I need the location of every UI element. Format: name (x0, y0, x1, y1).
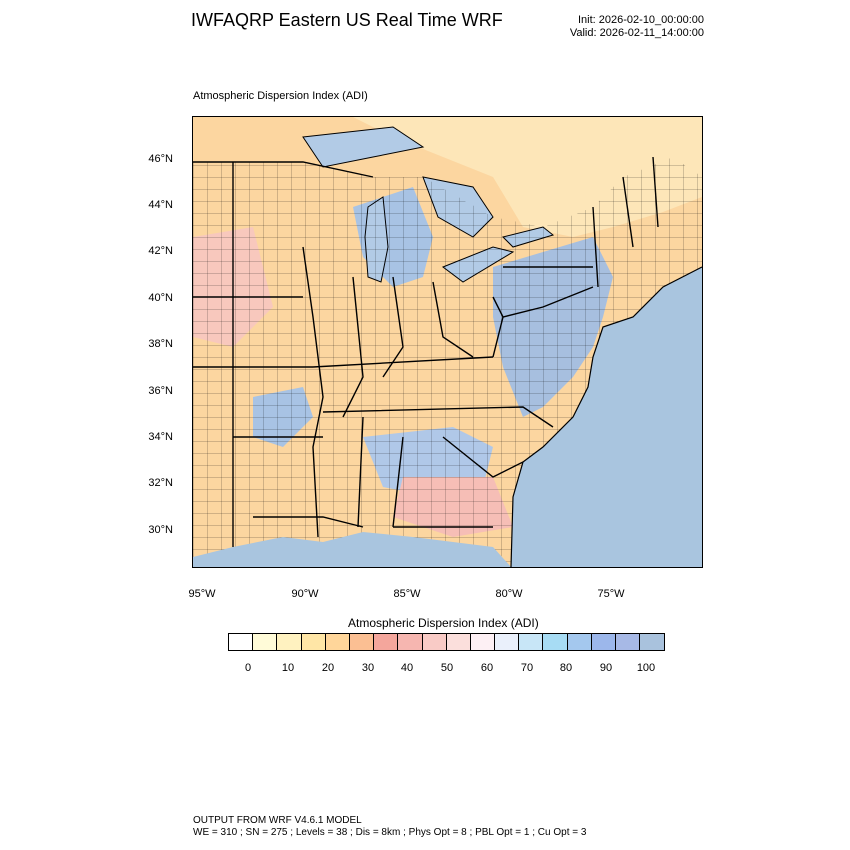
lon-label-85: 85°W (393, 588, 421, 600)
valid-time: Valid: 2026-02-11_14:00:00 (569, 27, 704, 39)
canada-land (193, 117, 702, 237)
colorbar-label-30: 30 (361, 662, 375, 674)
colorbar-swatch-14 (567, 634, 592, 650)
init-time: Init: 2026-02-10_00:00:00 (578, 14, 704, 26)
gulf-of-mexico (193, 532, 511, 567)
county-lines (193, 157, 702, 567)
colorbar-swatch-15 (591, 634, 616, 650)
lat-label-40: 40°N (148, 292, 173, 304)
colorbar-label-60: 60 (480, 662, 494, 674)
colorbar-label-20: 20 (321, 662, 335, 674)
colorbar-label-90: 90 (599, 662, 613, 674)
colorbar-swatch-6 (374, 634, 399, 650)
chart-title: IWFAQRP Eastern US Real Time WRF (191, 10, 503, 30)
lon-label-80: 80°W (495, 588, 523, 600)
colorbar-swatch-5 (349, 634, 375, 650)
lon-label-90: 90°W (291, 588, 319, 600)
colorbar-swatch-9 (446, 634, 471, 650)
lat-label-32: 32°N (148, 477, 173, 489)
colorbar-title: Atmospheric Dispersion Index (ADI) (348, 616, 539, 630)
lat-label-38: 38°N (148, 338, 173, 350)
field-title: Atmospheric Dispersion Index (ADI) (193, 90, 368, 102)
coastline (510, 266, 702, 567)
lake-superior (302, 126, 425, 168)
lon-label-75: 75°W (597, 588, 625, 600)
footer-line-1: OUTPUT FROM WRF V4.6.1 MODEL (193, 815, 362, 826)
map-panel (192, 116, 703, 568)
colorbar-swatch-16 (616, 634, 641, 650)
colorbar-label-70: 70 (520, 662, 534, 674)
colorbar-label-0: 0 (244, 662, 252, 674)
colorbar-swatch-13 (543, 634, 568, 650)
lon-label-95: 95°W (188, 588, 216, 600)
footer-line-2: WE = 310 ; SN = 275 ; Levels = 38 ; Dis … (193, 827, 587, 838)
colorbar-swatch-3 (301, 634, 326, 650)
lat-label-36: 36°N (148, 385, 173, 397)
colorbar-label-10: 10 (281, 662, 295, 674)
colorbar (228, 633, 666, 651)
colorbar-swatch-0 (229, 634, 254, 650)
colorbar-label-80: 80 (559, 662, 573, 674)
colorbar-label-100: 100 (636, 662, 656, 674)
run-times: Init: 2026-02-10_00:00:00 Valid: 2026-02… (560, 14, 704, 40)
colorbar-swatch-1 (253, 634, 278, 650)
colorbar-swatch-7 (398, 634, 423, 650)
colorbar-swatch-4 (325, 634, 350, 650)
lat-label-30: 30°N (148, 524, 173, 536)
colorbar-swatch-10 (470, 634, 496, 650)
map-svg (193, 117, 702, 567)
lat-label-44: 44°N (148, 199, 173, 211)
colorbar-swatch-11 (495, 634, 520, 650)
colorbar-label-40: 40 (400, 662, 414, 674)
state-boundaries (193, 156, 659, 547)
colorbar-swatch-2 (277, 634, 302, 650)
lat-label-42: 42°N (148, 245, 173, 257)
lat-label-46: 46°N (148, 153, 173, 165)
model-footer: OUTPUT FROM WRF V4.6.1 MODEL WE = 310 ; … (193, 815, 586, 839)
colorbar-swatch-12 (519, 634, 544, 650)
colorbar-label-50: 50 (440, 662, 454, 674)
lat-label-34: 34°N (148, 431, 173, 443)
colorbar-swatch-17 (640, 634, 665, 650)
colorbar-swatch-8 (422, 634, 447, 650)
ocean (511, 267, 702, 567)
